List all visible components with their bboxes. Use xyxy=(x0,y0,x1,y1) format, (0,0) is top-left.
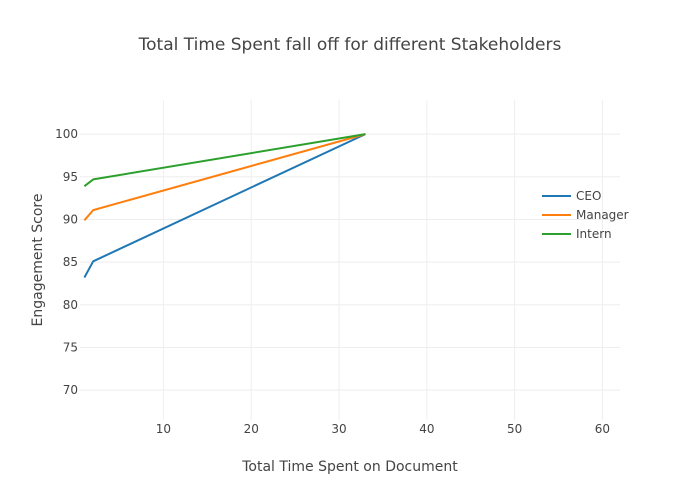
x-tick-label: 10 xyxy=(156,422,171,436)
y-tick-label: 95 xyxy=(63,170,78,184)
y-tick-label: 70 xyxy=(63,383,78,397)
grid xyxy=(80,100,620,420)
chart-title: Total Time Spent fall off for different … xyxy=(138,35,562,55)
y-axis-label: Engagement Score xyxy=(30,194,46,327)
y-tick-label: 90 xyxy=(63,212,78,226)
legend-label: CEO xyxy=(576,189,601,203)
x-tick-label: 60 xyxy=(595,422,610,436)
series-lines xyxy=(83,133,366,278)
series-line-manager xyxy=(83,133,366,221)
x-tick-label: 30 xyxy=(331,422,346,436)
x-tick-label: 50 xyxy=(507,422,522,436)
x-tick-label: 40 xyxy=(419,422,434,436)
x-tick-label: 20 xyxy=(244,422,259,436)
y-tick-label: 80 xyxy=(63,298,78,312)
series-line-ceo xyxy=(83,133,366,278)
y-tick-label: 100 xyxy=(55,127,78,141)
legend-label: Manager xyxy=(576,208,629,222)
legend-item-manager[interactable]: Manager xyxy=(542,208,629,222)
legend-label: Intern xyxy=(576,227,612,241)
y-tick-label: 85 xyxy=(63,255,78,269)
series-line-intern xyxy=(83,133,366,187)
y-tick-label: 75 xyxy=(63,340,78,354)
legend[interactable]: CEO Manager Intern xyxy=(542,189,629,241)
x-axis-label: Total Time Spent on Document xyxy=(241,459,458,475)
axis-ticks: 70 75 80 85 90 95 100 10 20 30 40 50 60 xyxy=(55,127,610,436)
legend-item-ceo[interactable]: CEO xyxy=(542,189,601,203)
legend-item-intern[interactable]: Intern xyxy=(542,227,612,241)
